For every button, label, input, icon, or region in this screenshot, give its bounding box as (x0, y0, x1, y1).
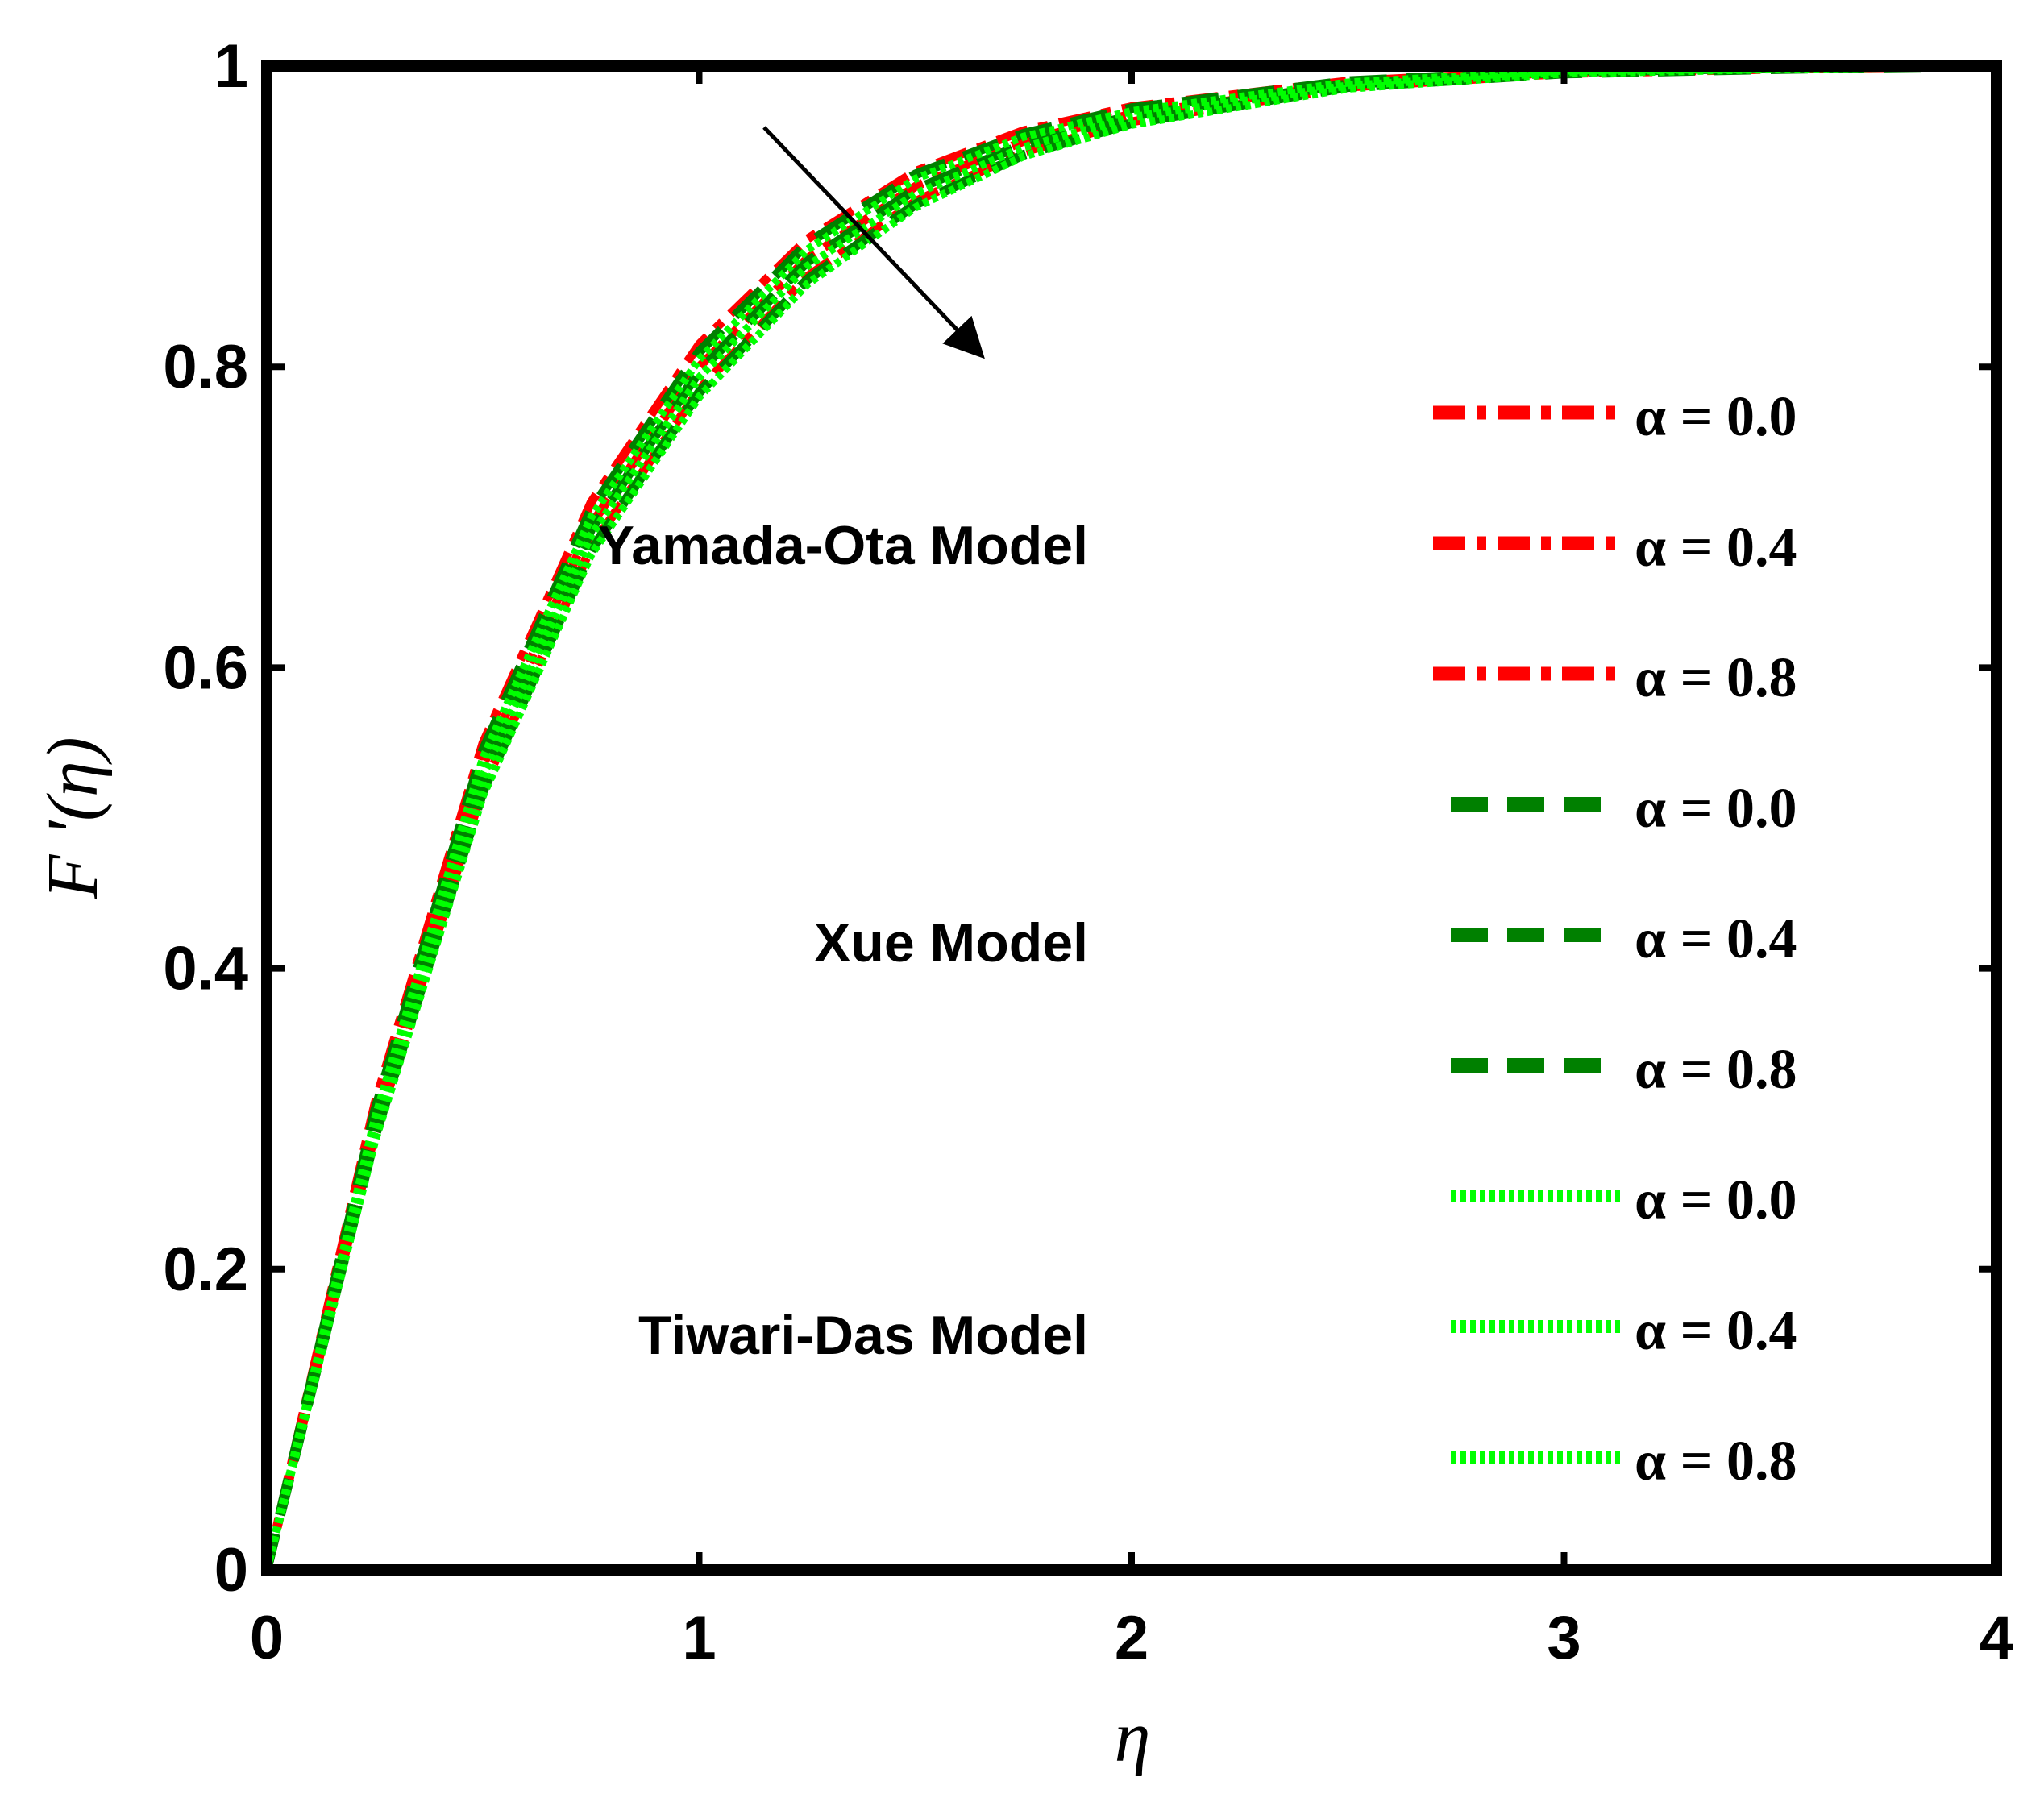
legend-label-g2-s0: α = 0.0 (1635, 1169, 1797, 1231)
y-tick-label: 0.8 (163, 333, 248, 401)
legend-label-g0-s2: α = 0.8 (1635, 647, 1797, 709)
legend: α = 0.0 α = 0.4 α = 0.8 α = 0.0 α = 0.4 α = 0… (1433, 386, 1797, 1493)
legend-label-g0-s1: α = 0.4 (1635, 517, 1797, 579)
x-tick-label: 4 (1980, 1604, 2013, 1672)
y-tick-label: 0.6 (163, 633, 248, 702)
legend-label-g1-s2: α = 0.8 (1635, 1039, 1797, 1101)
legend-label-g2-s1: α = 0.4 (1635, 1300, 1797, 1362)
legend-label-g1-s1: α = 0.4 (1635, 908, 1797, 970)
series-line-g0-s1 (267, 66, 1996, 1570)
group-label-tiwari-das: Tiwari-Das Model (638, 1305, 1088, 1366)
group-label-yamada-ota: Yamada-Ota Model (598, 515, 1088, 576)
x-tick-label: 0 (250, 1604, 284, 1672)
series-line-g2-s0 (267, 66, 1996, 1570)
ticks-layer: 0 1 2 3 4 0 0.2 0.4 0.6 0.8 1 (163, 32, 2013, 1672)
legend-label-g0-s0: α = 0.0 (1635, 386, 1797, 448)
legend-label-g2-s2: α = 0.8 (1635, 1430, 1797, 1493)
x-tick-label: 2 (1115, 1604, 1149, 1672)
x-tick-label: 3 (1547, 1604, 1581, 1672)
group-label-xue: Xue Model (814, 912, 1088, 974)
legend-label-g1-s0: α = 0.0 (1635, 778, 1797, 840)
y-tick-label: 0.4 (163, 935, 248, 1003)
trend-arrow (762, 126, 985, 359)
series-line-g1-s0 (267, 66, 1996, 1570)
y-tick-label: 0.2 (163, 1235, 248, 1304)
y-tick-label: 1 (214, 32, 248, 101)
group-labels: Yamada-Ota Model Xue Model Tiwari-Das Mo… (598, 515, 1088, 1366)
x-axis-label: η (1115, 1697, 1151, 1777)
y-tick-label: 0 (214, 1536, 248, 1605)
y-axis-label: F '(η) (33, 737, 113, 899)
x-tick-label: 1 (682, 1604, 716, 1672)
